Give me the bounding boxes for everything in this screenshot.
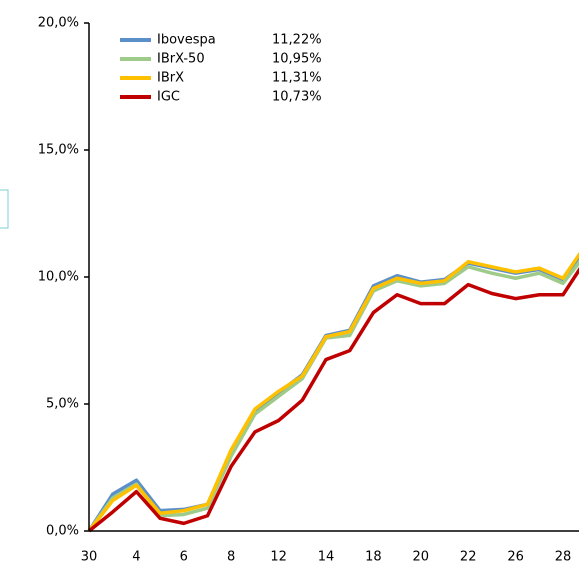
legend-label: IGC	[157, 90, 180, 105]
legend-label: IBrX	[157, 71, 184, 86]
legend-label: Ibovespa	[157, 33, 216, 48]
legend-value: 11,22%	[272, 33, 322, 48]
x-tick-label: 14	[318, 550, 335, 562]
y-tick-label: 5,0%	[46, 397, 79, 412]
legend-value: 10,95%	[272, 52, 322, 67]
series-line	[87, 253, 579, 532]
x-tick-label: 20	[413, 550, 430, 562]
x-tick-label: 6	[180, 550, 188, 562]
x-tick-label: 4	[132, 550, 140, 562]
x-tick-label: 8	[227, 550, 235, 562]
x-tick-label: 12	[270, 550, 287, 562]
series-line	[87, 251, 579, 533]
legend-value: 10,73%	[272, 90, 322, 105]
series-line	[87, 267, 579, 533]
x-tick-label: 28	[555, 550, 572, 562]
series-line	[87, 259, 579, 533]
y-tick-label: 0,0%	[46, 524, 79, 539]
x-tick-label: 26	[507, 550, 524, 562]
legend-label: IBrX-50	[157, 52, 205, 67]
x-tick-label: 22	[460, 550, 477, 562]
y-tick-label: 20,0%	[38, 16, 79, 31]
x-tick-label: 18	[365, 550, 382, 562]
y-tick-label: 15,0%	[38, 143, 79, 158]
legend-value: 11,31%	[272, 71, 322, 86]
y-tick-label: 10,0%	[38, 270, 79, 285]
x-tick-label: 30	[81, 550, 98, 562]
decoration	[0, 189, 9, 229]
